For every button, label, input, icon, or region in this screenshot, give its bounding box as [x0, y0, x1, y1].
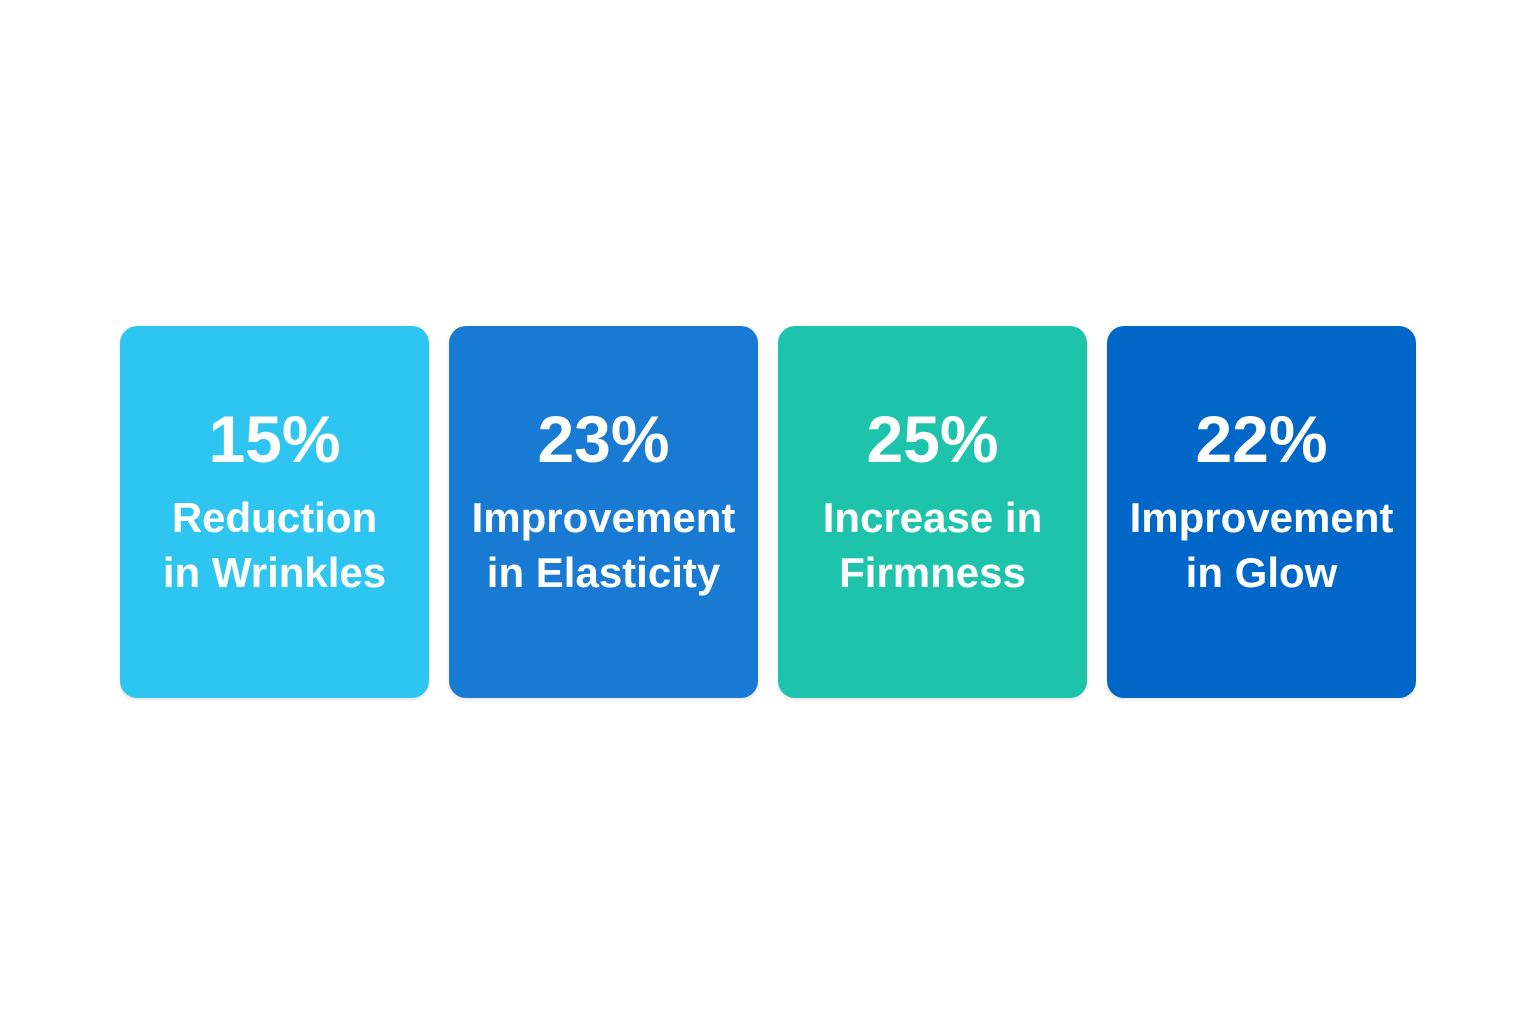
stat-card-glow: 22% Improvement in Glow: [1107, 326, 1416, 698]
stat-card-wrinkles: 15% Reduction in Wrinkles: [120, 326, 429, 698]
stat-label-line2: in Glow: [1185, 549, 1338, 596]
stat-label-wrinkles: Reduction in Wrinkles: [163, 490, 386, 600]
stat-label-glow: Improvement in Glow: [1130, 490, 1394, 600]
stat-value-elasticity: 23%: [537, 402, 670, 476]
stat-label-line1: Improvement: [471, 494, 736, 541]
stat-label-line2: in Wrinkles: [162, 549, 387, 596]
stat-value-firmness: 25%: [866, 402, 999, 476]
stat-label-line2: in Elasticity: [486, 549, 721, 596]
stat-label-line1: Reduction: [171, 494, 378, 541]
stat-label-line2: Firmness: [839, 549, 1026, 596]
stat-card-firmness: 25% Increase in Firmness: [778, 326, 1087, 698]
stat-value-glow: 22%: [1195, 402, 1328, 476]
stat-label-firmness: Increase in Firmness: [823, 490, 1042, 600]
stat-label-line1: Increase in: [822, 494, 1043, 541]
stat-label-elasticity: Improvement in Elasticity: [472, 490, 736, 600]
stat-value-wrinkles: 15%: [208, 402, 341, 476]
stat-card-elasticity: 23% Improvement in Elasticity: [449, 326, 758, 698]
stat-label-line1: Improvement: [1129, 494, 1394, 541]
